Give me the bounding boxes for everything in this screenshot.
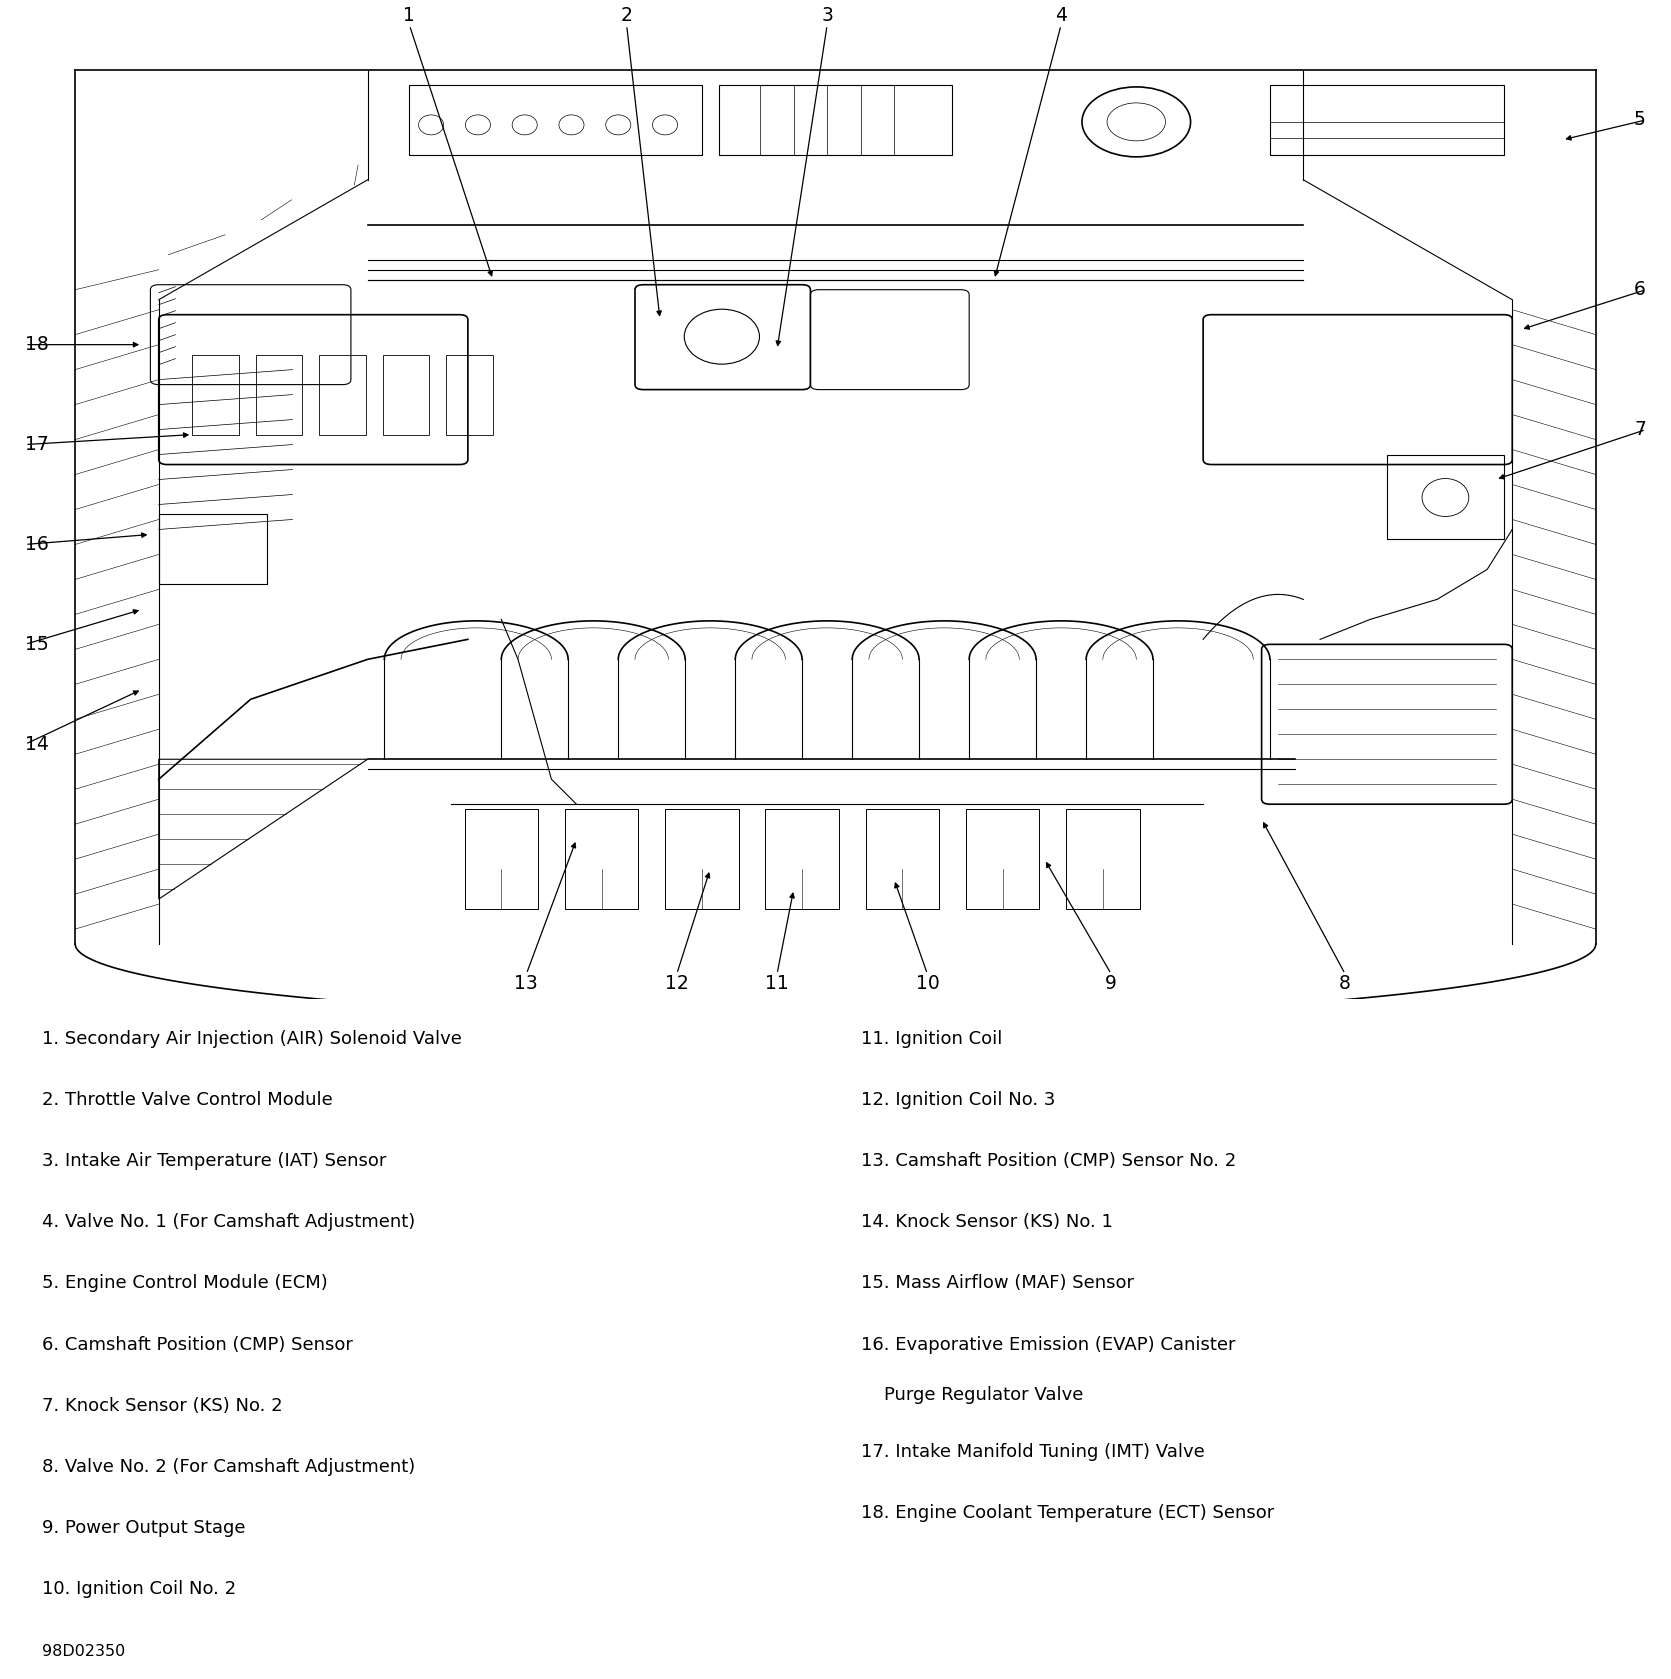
Text: 14. Knock Sensor (KS) No. 1: 14. Knock Sensor (KS) No. 1 [861,1214,1113,1231]
Text: 15: 15 [25,635,48,653]
Bar [383,354,429,435]
Text: 11. Ignition Coil: 11. Ignition Coil [861,1029,1003,1048]
Text: 18: 18 [25,336,48,354]
Text: 9: 9 [1105,974,1118,992]
Text: 14: 14 [25,735,48,754]
Text: 16. Evaporative Emission (EVAP) Canister: 16. Evaporative Emission (EVAP) Canister [861,1335,1235,1353]
Text: 17: 17 [25,435,48,453]
Text: 3: 3 [820,7,834,25]
Text: 5: 5 [1634,111,1646,129]
Bar [1066,809,1140,908]
Text: 8. Valve No. 2 (For Camshaft Adjustment): 8. Valve No. 2 (For Camshaft Adjustment) [42,1457,414,1476]
Text: 17. Intake Manifold Tuning (IMT) Valve: 17. Intake Manifold Tuning (IMT) Valve [861,1442,1205,1461]
Text: 10. Ignition Coil No. 2: 10. Ignition Coil No. 2 [42,1580,236,1598]
Text: 7. Knock Sensor (KS) No. 2: 7. Knock Sensor (KS) No. 2 [42,1397,282,1415]
Bar [665,809,739,908]
Text: 4. Valve No. 1 (For Camshaft Adjustment): 4. Valve No. 1 (For Camshaft Adjustment) [42,1214,414,1231]
Bar [409,86,702,154]
Text: 6: 6 [1634,280,1646,299]
Bar [159,514,267,584]
Text: 5. Engine Control Module (ECM): 5. Engine Control Module (ECM) [42,1274,328,1293]
Text: 1: 1 [403,7,416,25]
Text: 13: 13 [515,974,538,992]
Text: 98D02350: 98D02350 [42,1644,125,1659]
Text: 3. Intake Air Temperature (IAT) Sensor: 3. Intake Air Temperature (IAT) Sensor [42,1152,386,1170]
Text: 8: 8 [1338,974,1352,992]
Bar [446,354,493,435]
Text: 11: 11 [765,974,789,992]
Bar [192,354,239,435]
Text: 9. Power Output Stage: 9. Power Output Stage [42,1519,246,1538]
Text: 7: 7 [1634,420,1646,440]
Text: 2. Throttle Valve Control Module: 2. Throttle Valve Control Module [42,1091,333,1108]
Bar [866,809,939,908]
Bar [256,354,302,435]
Text: 2: 2 [620,7,633,25]
Bar [1270,86,1504,154]
Text: 13. Camshaft Position (CMP) Sensor No. 2: 13. Camshaft Position (CMP) Sensor No. 2 [861,1152,1237,1170]
Bar [719,86,952,154]
Bar [966,809,1039,908]
Bar [765,809,839,908]
Text: 16: 16 [25,536,48,554]
Bar [1387,455,1504,539]
Bar [565,809,638,908]
Text: 10: 10 [916,974,939,992]
Text: 12. Ignition Coil No. 3: 12. Ignition Coil No. 3 [861,1091,1054,1108]
Text: Purge Regulator Valve: Purge Regulator Valve [861,1385,1083,1404]
Bar [319,354,366,435]
Text: 12: 12 [665,974,688,992]
Text: 6. Camshaft Position (CMP) Sensor: 6. Camshaft Position (CMP) Sensor [42,1335,353,1353]
Bar [465,809,538,908]
Text: 1. Secondary Air Injection (AIR) Solenoid Valve: 1. Secondary Air Injection (AIR) Solenoi… [42,1029,461,1048]
Text: 4: 4 [1054,7,1068,25]
Text: 18. Engine Coolant Temperature (ECT) Sensor: 18. Engine Coolant Temperature (ECT) Sen… [861,1504,1273,1521]
Text: 15. Mass Airflow (MAF) Sensor: 15. Mass Airflow (MAF) Sensor [861,1274,1133,1293]
